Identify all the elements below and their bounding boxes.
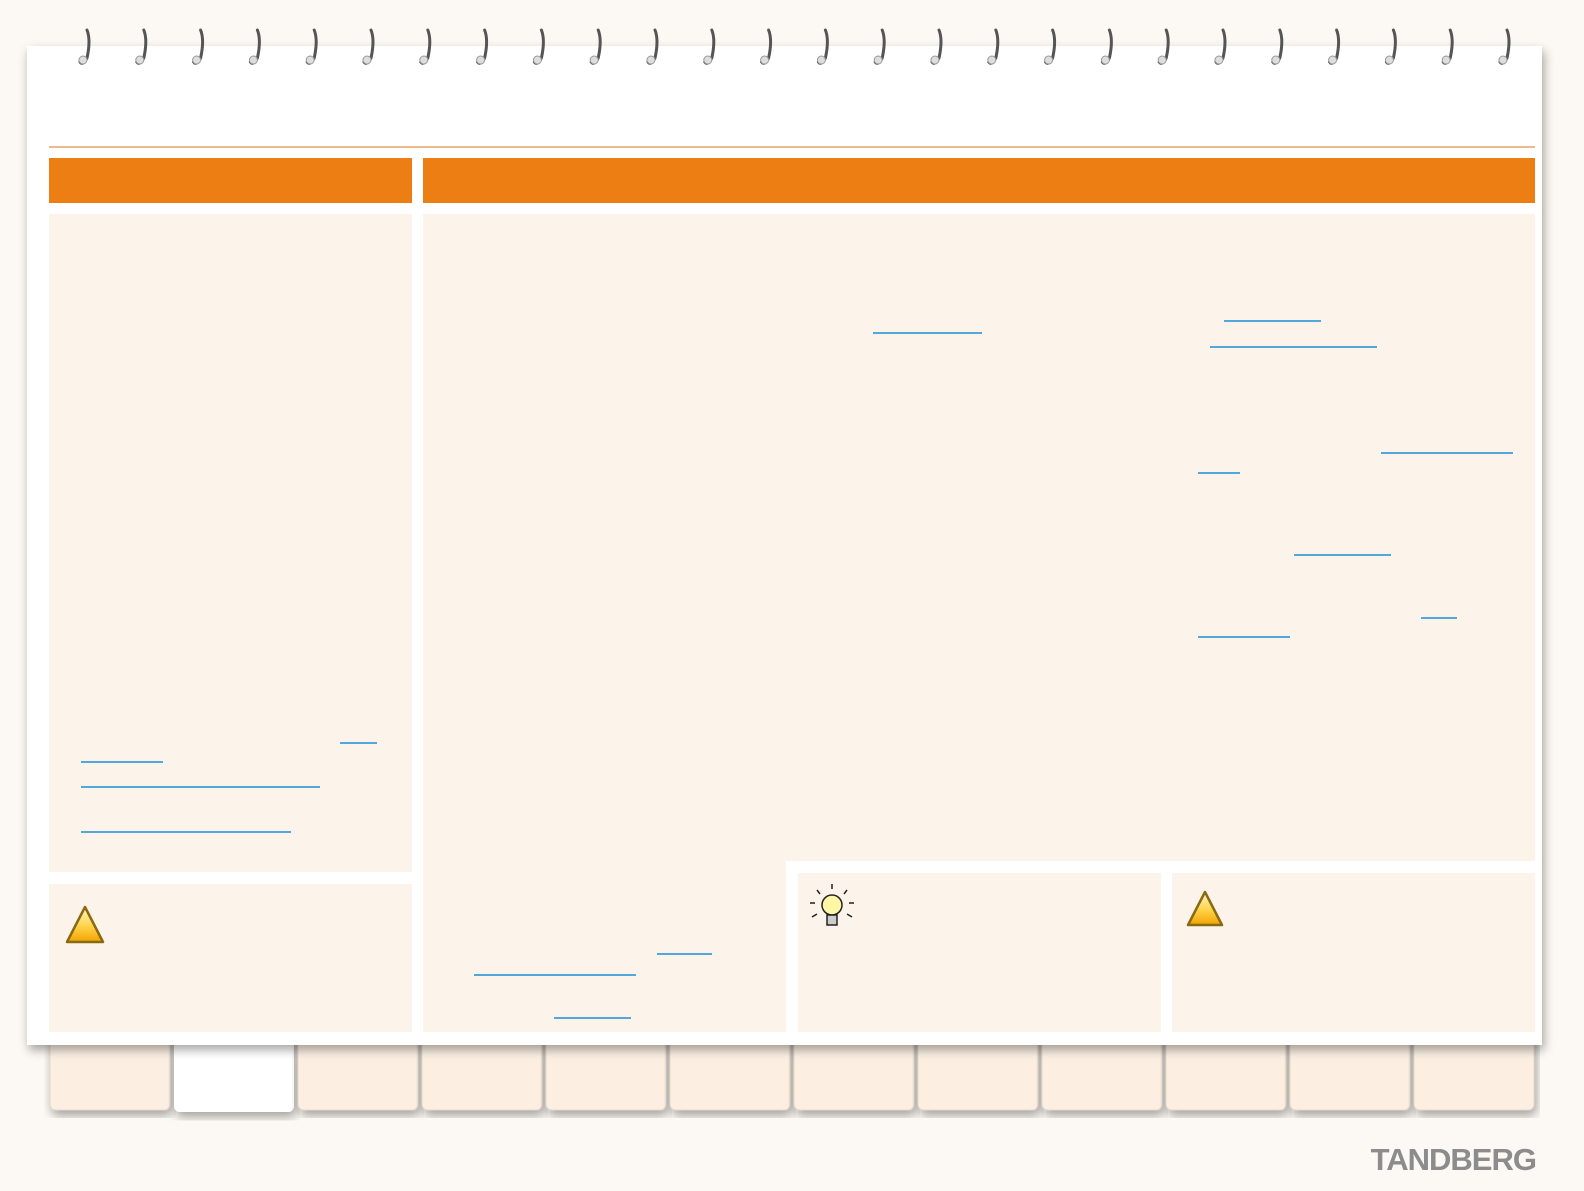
ring-hole (1271, 55, 1281, 65)
tip-box (798, 873, 1161, 1032)
ring-hole (476, 55, 486, 65)
ring-hole (589, 55, 599, 65)
warning-icon (65, 905, 105, 944)
ring-hole (78, 55, 88, 65)
ring-hole (192, 55, 202, 65)
ring-hole (987, 55, 997, 65)
ring-hole (873, 55, 883, 65)
ring-hole (1498, 55, 1508, 65)
tab-bar (49, 1029, 1535, 1112)
ring-hole (816, 55, 826, 65)
spiral-binding (78, 28, 1511, 65)
main-header-bar (423, 158, 1535, 203)
ring-hole (1384, 55, 1394, 65)
warning-icon (1186, 890, 1224, 927)
ring-hole (305, 55, 315, 65)
link-group (81, 320, 1513, 1019)
ring-hole (135, 55, 145, 65)
logo: TANDBERG (1371, 1142, 1536, 1177)
ring-hole (1441, 55, 1451, 65)
ring-hole (760, 55, 770, 65)
ring-hole (1157, 55, 1167, 65)
ring-hole (362, 55, 372, 65)
ring-hole (1214, 55, 1224, 65)
ring-hole (930, 55, 940, 65)
ring-hole (532, 55, 542, 65)
left-panel (49, 214, 412, 872)
ring-hole (1044, 55, 1054, 65)
ring-hole (1100, 55, 1110, 65)
warning-box (1172, 873, 1535, 1032)
left-header-bar (49, 158, 412, 203)
left-warning-box (49, 884, 412, 1032)
ring-hole (1328, 55, 1338, 65)
ring-hole (419, 55, 429, 65)
ring-hole (248, 55, 258, 65)
main-panel (423, 214, 1535, 1032)
tab-selected[interactable] (174, 1030, 294, 1112)
ring-hole (646, 55, 656, 65)
tip-icon (810, 884, 854, 926)
ring-hole (703, 55, 713, 65)
